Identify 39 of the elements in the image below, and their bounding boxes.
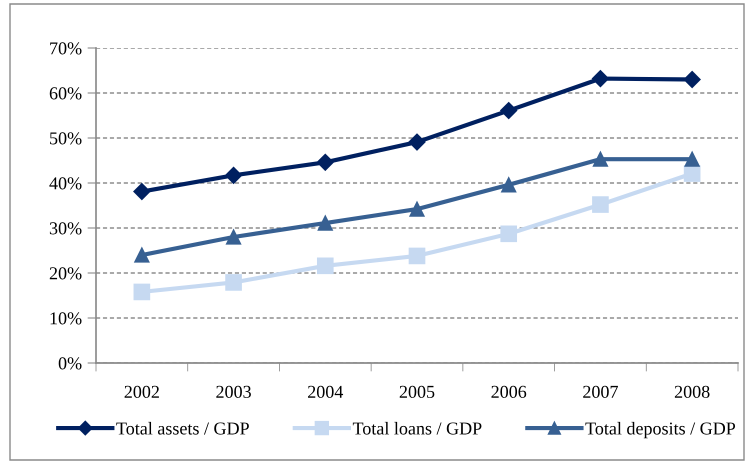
point bbox=[316, 257, 334, 274]
y-tick-label: 60% bbox=[50, 87, 82, 100]
y-tick-label: 0% bbox=[58, 357, 82, 370]
point bbox=[592, 70, 609, 88]
y-tick-label: 40% bbox=[49, 177, 82, 190]
point bbox=[500, 226, 518, 242]
point bbox=[408, 134, 426, 151]
x-tick-label: 2002 bbox=[124, 386, 159, 398]
point bbox=[316, 154, 334, 171]
point bbox=[225, 274, 242, 291]
legend-label: Total assets / GDP bbox=[116, 422, 249, 435]
y-tick-label: 10% bbox=[50, 312, 82, 324]
point bbox=[684, 152, 700, 167]
point bbox=[133, 183, 150, 200]
point bbox=[225, 166, 242, 184]
y-tick-label: 30% bbox=[50, 222, 82, 234]
point bbox=[134, 247, 150, 263]
point bbox=[684, 70, 701, 88]
x-tick-label: 2008 bbox=[674, 386, 710, 398]
point bbox=[684, 165, 700, 182]
point bbox=[409, 201, 425, 217]
x-tick-label: 2006 bbox=[491, 386, 526, 398]
x-tick-label: 2005 bbox=[400, 386, 434, 398]
y-tick-label: 20% bbox=[50, 267, 82, 280]
legend-label: Total deposits / GDP bbox=[585, 422, 736, 438]
point bbox=[226, 229, 242, 245]
y-tick-label: 70% bbox=[50, 42, 82, 54]
point bbox=[134, 284, 150, 300]
x-tick-label: 2007 bbox=[583, 386, 618, 398]
legend-label: Total loans / GDP bbox=[352, 422, 482, 435]
x-tick-label: 2004 bbox=[308, 386, 344, 398]
x-tick-label: 2003 bbox=[216, 386, 251, 398]
y-tick-label: 50% bbox=[50, 132, 82, 144]
point bbox=[408, 248, 426, 264]
point bbox=[592, 196, 609, 213]
point bbox=[318, 215, 333, 231]
point bbox=[592, 152, 608, 167]
point bbox=[501, 177, 516, 192]
point bbox=[500, 102, 518, 120]
